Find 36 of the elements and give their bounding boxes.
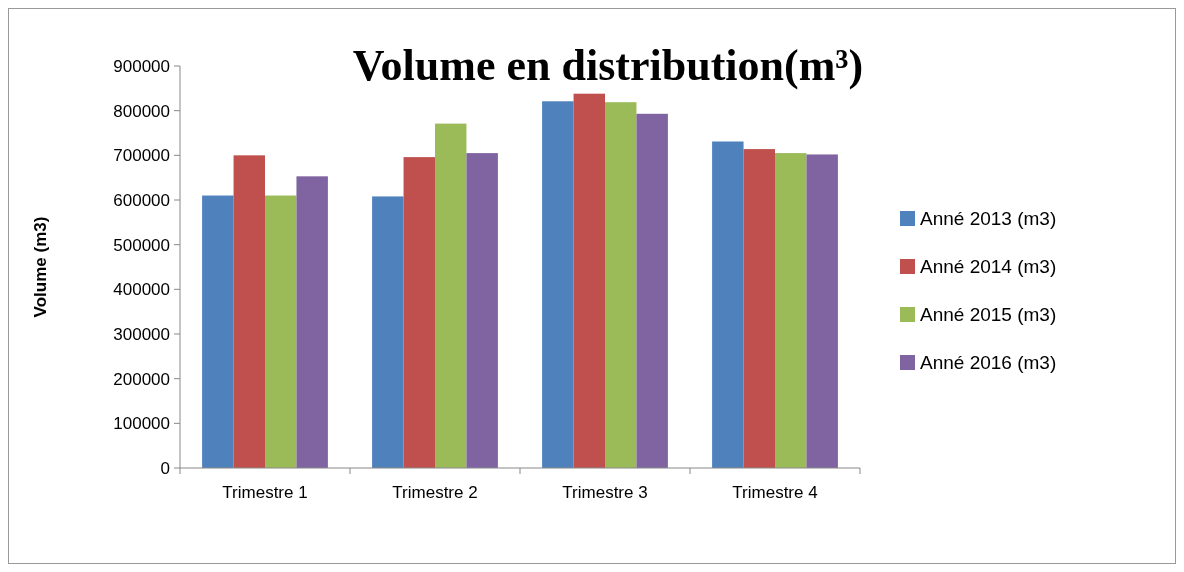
y-tick-label: 500000: [113, 235, 170, 255]
y-tick-label: 0: [160, 458, 170, 478]
bar: [573, 93, 605, 468]
y-tick-label: 200000: [113, 369, 170, 389]
bar: [296, 176, 328, 468]
x-tick-label: Trimestre 3: [562, 483, 648, 502]
bar: [636, 113, 668, 468]
y-tick-label: 700000: [113, 146, 170, 166]
bar: [233, 155, 265, 468]
x-tick-label: Trimestre 1: [222, 483, 308, 502]
bar: [202, 195, 234, 468]
x-tick-label: Trimestre 4: [732, 483, 818, 502]
legend-label: Anné 2016 (m3): [920, 351, 1057, 373]
y-tick-label: 400000: [113, 280, 170, 300]
bar: [712, 141, 744, 468]
bar: [466, 153, 498, 468]
y-tick-label: 300000: [113, 324, 170, 344]
bar: [743, 149, 775, 468]
bar: [403, 157, 435, 468]
legend-label: Anné 2013 (m3): [920, 207, 1057, 229]
y-tick-label: 100000: [113, 414, 170, 434]
y-tick-label: 900000: [113, 56, 170, 76]
bar: [775, 153, 807, 468]
bar: [265, 195, 297, 468]
y-axis-title: Volume (m3): [31, 216, 50, 318]
bar: [435, 123, 467, 468]
legend-label: Anné 2014 (m3): [920, 255, 1057, 277]
bar: [542, 101, 574, 468]
chart-title: Volume en distribution(m³): [352, 41, 864, 90]
y-tick-label: 800000: [113, 101, 170, 121]
legend-label: Anné 2015 (m3): [920, 303, 1057, 325]
bar: [372, 196, 404, 468]
x-tick-label: Trimestre 2: [392, 483, 478, 502]
y-tick-label: 600000: [113, 190, 170, 210]
bar: [806, 154, 838, 468]
bar: [605, 102, 637, 468]
